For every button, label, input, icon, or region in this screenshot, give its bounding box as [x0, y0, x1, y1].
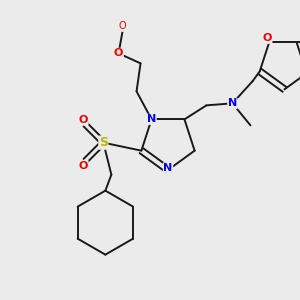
Text: S: S	[99, 136, 108, 149]
Text: O: O	[262, 33, 272, 43]
Text: O: O	[79, 161, 88, 171]
Text: N: N	[164, 163, 172, 173]
Text: O: O	[114, 48, 123, 58]
Text: O: O	[79, 115, 88, 125]
Text: N: N	[147, 114, 156, 124]
Text: N: N	[228, 98, 237, 108]
Text: O: O	[119, 21, 126, 31]
